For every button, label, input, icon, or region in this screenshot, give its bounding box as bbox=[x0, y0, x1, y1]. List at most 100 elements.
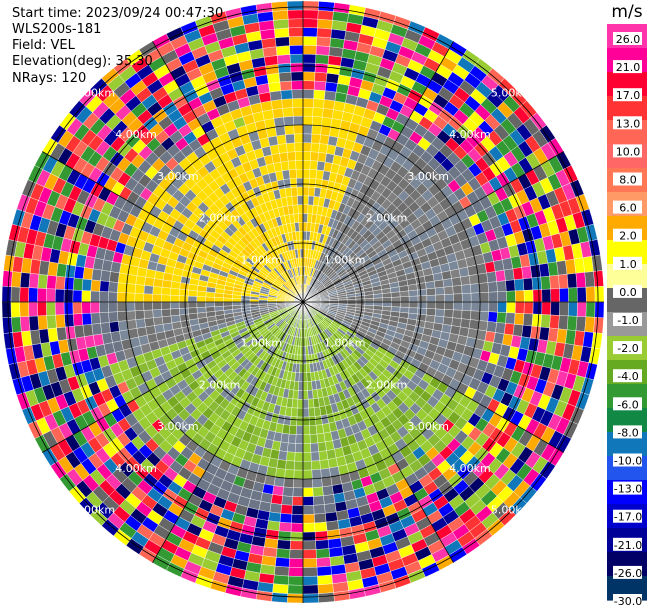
range-gate bbox=[576, 287, 587, 303]
range-gate bbox=[144, 276, 155, 287]
range-gate bbox=[283, 116, 294, 127]
range-gate bbox=[161, 308, 172, 317]
range-gate bbox=[594, 301, 605, 318]
range-gate bbox=[408, 295, 419, 303]
range-ring-label: 3.00km bbox=[157, 420, 199, 433]
range-gate bbox=[37, 274, 48, 289]
colorbar-tick-label: -13.0 bbox=[614, 483, 642, 496]
range-gate bbox=[382, 301, 392, 307]
range-gate bbox=[276, 54, 291, 65]
range-gate bbox=[407, 283, 418, 292]
range-ring-label: 2.00km bbox=[199, 379, 241, 392]
range-gate bbox=[240, 301, 251, 306]
range-gate bbox=[37, 301, 47, 317]
range-gate bbox=[449, 268, 461, 279]
range-gate bbox=[276, 134, 287, 145]
range-gate bbox=[82, 267, 94, 280]
colorbar-tick-label: -30.0 bbox=[614, 595, 642, 607]
range-gate bbox=[152, 301, 162, 311]
range-gate bbox=[521, 265, 533, 280]
range-gate bbox=[152, 293, 162, 303]
range-gate bbox=[277, 530, 292, 541]
range-gate bbox=[64, 313, 75, 328]
range-gate bbox=[318, 1, 335, 12]
range-gate bbox=[290, 407, 298, 418]
range-gate bbox=[322, 108, 334, 119]
range-gate bbox=[313, 504, 326, 515]
range-gate bbox=[538, 326, 550, 342]
range-gate bbox=[488, 291, 498, 303]
range-gate bbox=[302, 115, 313, 126]
range-gate bbox=[126, 283, 136, 294]
range-gate bbox=[292, 496, 304, 506]
range-gate bbox=[268, 511, 281, 523]
range-gate bbox=[275, 125, 286, 137]
range-gate bbox=[170, 301, 180, 310]
range-gate bbox=[355, 298, 366, 303]
range-gate bbox=[302, 195, 309, 205]
range-gate bbox=[313, 406, 322, 417]
range-gate bbox=[54, 301, 65, 316]
range-gate bbox=[309, 169, 318, 179]
range-gate bbox=[302, 62, 316, 73]
range-gate bbox=[320, 467, 331, 479]
range-gate bbox=[267, 135, 279, 147]
range-gate bbox=[161, 301, 171, 310]
range-gate bbox=[310, 451, 320, 462]
range-gate bbox=[302, 407, 310, 418]
range-gate bbox=[478, 311, 489, 322]
range-gate bbox=[295, 160, 304, 170]
range-gate bbox=[302, 354, 307, 365]
range-gate bbox=[538, 262, 550, 278]
range-gate bbox=[323, 99, 336, 110]
range-gate bbox=[315, 548, 330, 559]
range-gate bbox=[333, 590, 351, 602]
range-gate bbox=[289, 53, 304, 64]
range-gate bbox=[566, 273, 578, 289]
colorbar-tick-label: -6.0 bbox=[617, 398, 638, 411]
range-gate bbox=[91, 268, 103, 281]
range-gate bbox=[515, 290, 525, 303]
range-gate bbox=[453, 301, 463, 311]
range-gate bbox=[531, 276, 542, 291]
range-gate bbox=[161, 315, 172, 325]
range-gate bbox=[109, 321, 120, 333]
range-gate bbox=[279, 80, 293, 91]
range-gate bbox=[273, 18, 289, 30]
range-gate bbox=[302, 505, 315, 515]
range-gate bbox=[289, 178, 298, 188]
range-gate bbox=[11, 271, 22, 288]
range-gate bbox=[302, 399, 309, 409]
range-gate bbox=[286, 451, 296, 462]
range-gate bbox=[317, 152, 327, 163]
range-gate bbox=[451, 276, 462, 287]
range-gate bbox=[302, 460, 312, 471]
range-gate bbox=[179, 288, 189, 297]
range-gate bbox=[317, 441, 327, 452]
range-gate bbox=[505, 312, 516, 325]
range-gate bbox=[126, 310, 136, 321]
range-gate bbox=[205, 296, 215, 303]
range-gate bbox=[285, 460, 295, 471]
range-gate bbox=[302, 9, 319, 20]
range-gate bbox=[302, 567, 318, 577]
range-gate bbox=[312, 477, 323, 488]
range-gate bbox=[495, 269, 506, 282]
range-gate bbox=[117, 311, 128, 322]
range-gate bbox=[287, 0, 304, 11]
range-gate bbox=[302, 522, 316, 533]
range-gate bbox=[316, 27, 332, 39]
range-gate bbox=[178, 295, 189, 303]
colorbar: m/s 26.0 21.0 17.0 13.0 10.0 8.0 6.0 2.0 1.0 0.0 -1… bbox=[607, 2, 647, 607]
range-gate bbox=[452, 285, 463, 295]
range-gate bbox=[390, 291, 401, 298]
range-gate bbox=[262, 46, 278, 58]
range-gate bbox=[289, 549, 304, 559]
range-gate bbox=[179, 307, 189, 316]
range-gate bbox=[273, 476, 285, 488]
range-gate bbox=[37, 315, 48, 330]
range-gate bbox=[426, 294, 436, 303]
colorbar-tick-label: -2.0 bbox=[617, 342, 638, 355]
range-gate bbox=[275, 36, 290, 47]
range-gate bbox=[255, 2, 273, 14]
